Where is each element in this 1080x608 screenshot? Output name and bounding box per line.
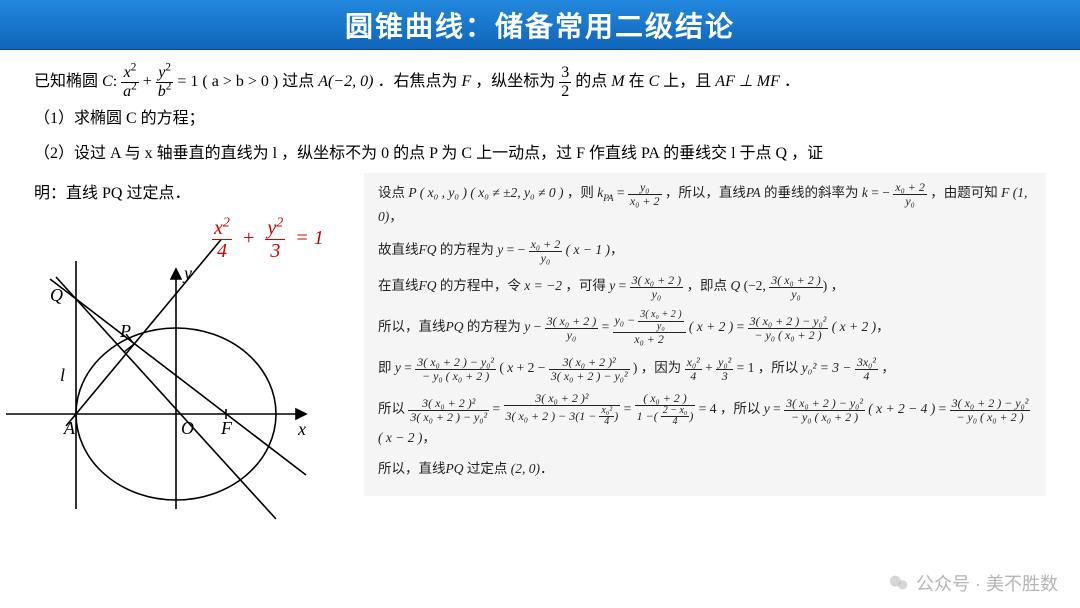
txt: 已知椭圆 bbox=[34, 73, 98, 90]
sol-line-2: 故直线FQ 的方程为 y = − x₀ + 2y₀ ( x − 1 )， bbox=[378, 238, 1032, 264]
sol-line-3: 在直线FQ 的方程中，令 x = −2 ，可得 y = 3( x₀ + 2 )y… bbox=[378, 274, 1032, 300]
lab-l: l bbox=[60, 365, 65, 385]
sol-line-5: 即 y = 3( x₀ + 2 ) − y₀²− y₀ ( x₀ + 2 ) (… bbox=[378, 356, 1032, 382]
question-1: （1）求椭圆 C 的方程； bbox=[34, 104, 1046, 134]
txt: 上，且 bbox=[663, 73, 711, 90]
txt: ，纵坐标为 bbox=[475, 73, 555, 90]
problem-stem: 已知椭圆 C: x2 a2 + y2 b2 = 1 ( a > b > 0 ) … bbox=[34, 64, 1046, 100]
question-2: （2）设过 A 与 x 轴垂直的直线为 l ，纵坐标不为 0 的点 P 为 C … bbox=[34, 139, 1046, 169]
lower-row: 明：直线 PQ 过定点． x24 + y23 = 1 bbox=[34, 173, 1046, 541]
label-C: C bbox=[102, 73, 113, 90]
left-column: 明：直线 PQ 过定点． x24 + y23 = 1 bbox=[34, 173, 364, 541]
lab-Q: Q bbox=[50, 285, 63, 305]
diagram-svg: A O F P Q l x y bbox=[6, 239, 316, 529]
watermark-text: 公众号 · 美不胜数 bbox=[916, 570, 1058, 596]
frac-3-2: 3 2 bbox=[559, 64, 571, 100]
pt-A: A(−2, 0) bbox=[318, 73, 373, 90]
label-C2: C bbox=[649, 73, 660, 90]
solution-box: 设点 P ( x₀ , y₀ ) ( x₀ ≠ ±2, y₀ ≠ 0 ) ，则 … bbox=[364, 173, 1046, 496]
lab-O: O bbox=[181, 418, 194, 438]
answer-equation: x24 + y23 = 1 bbox=[212, 217, 324, 262]
watermark: 公众号 · 美不胜数 bbox=[888, 570, 1058, 596]
wechat-icon bbox=[888, 572, 910, 594]
content: 已知椭圆 C: x2 a2 + y2 b2 = 1 ( a > b > 0 ) … bbox=[0, 50, 1080, 541]
lab-F: F bbox=[220, 418, 233, 438]
label-M: M bbox=[611, 73, 624, 90]
lab-y: y bbox=[182, 263, 192, 283]
txt: ．右焦点为 bbox=[377, 73, 457, 90]
title-bar: 圆锥曲线：储备常用二级结论 bbox=[0, 0, 1080, 50]
sol-line-7: 所以，直线PQ 过定点 (2, 0)． bbox=[378, 459, 1032, 480]
sol-line-1: 设点 P ( x₀ , y₀ ) ( x₀ ≠ ±2, y₀ ≠ 0 ) ，则 … bbox=[378, 181, 1032, 228]
label-F: F bbox=[461, 73, 471, 90]
txt: 在 bbox=[629, 73, 645, 90]
frac-x2a2: x2 a2 bbox=[121, 64, 139, 100]
frac-y2b2: y2 b2 bbox=[156, 64, 174, 100]
txt: = 1 ( a > b > 0 ) 过点 bbox=[177, 73, 314, 90]
perp: AF ⊥ MF bbox=[715, 73, 780, 90]
lab-x: x bbox=[297, 419, 306, 439]
txt: 的点 bbox=[575, 73, 607, 90]
txt: ． bbox=[784, 73, 800, 90]
sol-line-4: 所以，直线PQ 的方程为 y − 3( x₀ + 2 )y₀ = y₀ − 3(… bbox=[378, 310, 1032, 346]
sol-line-6: 所以 3( x₀ + 2 )²3( x₀ + 2 ) − y₀² = 3( x₀… bbox=[378, 392, 1032, 449]
conic-diagram: A O F P Q l x y bbox=[6, 239, 364, 540]
title-text: 圆锥曲线：储备常用二级结论 bbox=[345, 5, 735, 45]
lab-A: A bbox=[63, 418, 76, 438]
prove-tail: 明：直线 PQ 过定点． bbox=[34, 179, 364, 209]
lab-P: P bbox=[119, 321, 131, 341]
